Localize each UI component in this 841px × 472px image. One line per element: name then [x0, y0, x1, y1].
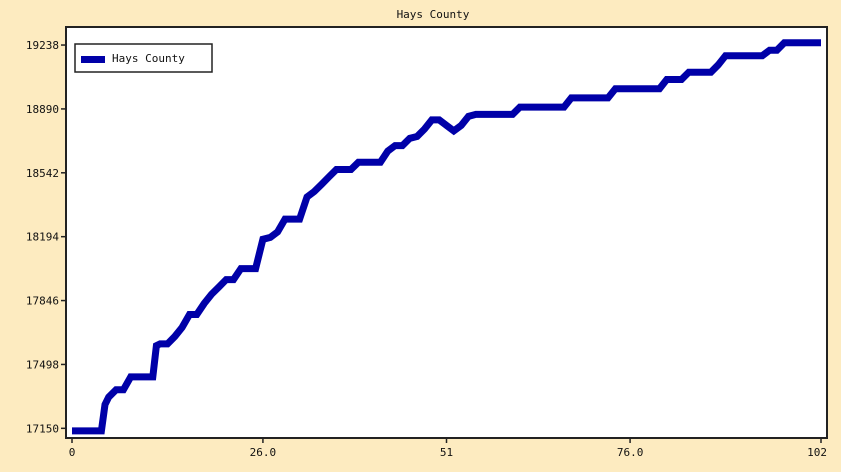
series-line-hays-county — [72, 39, 821, 435]
x-tick-label: 26.0 — [250, 446, 277, 459]
y-tick-label: 19238 — [26, 39, 59, 52]
chart-title: Hays County — [397, 8, 470, 21]
x-tick-label: 76.0 — [617, 446, 644, 459]
legend-label: Hays County — [112, 52, 185, 65]
x-tick-label: 0 — [69, 446, 76, 459]
y-tick-label: 18542 — [26, 167, 59, 180]
x-tick-label: 51 — [440, 446, 453, 459]
plot-area — [66, 27, 827, 438]
y-tick-label: 17498 — [26, 358, 59, 371]
legend-swatch — [81, 56, 105, 63]
y-tick-label: 17846 — [26, 295, 59, 308]
y-tick-label: 18890 — [26, 103, 59, 116]
plot-frame — [65, 26, 828, 439]
y-tick-label: 18194 — [26, 231, 59, 244]
y-tick-label: 17150 — [26, 422, 59, 435]
x-tick-label: 102 — [807, 446, 827, 459]
